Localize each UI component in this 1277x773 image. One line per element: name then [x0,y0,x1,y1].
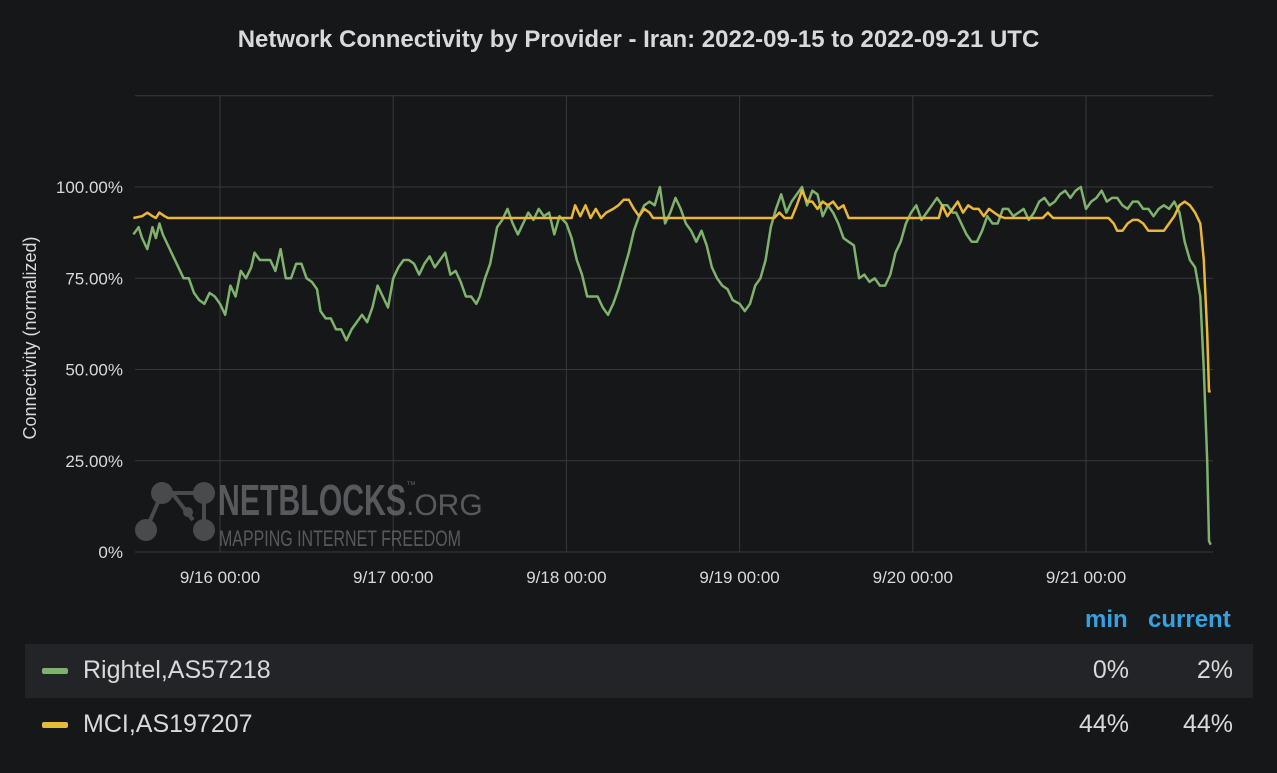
series-lines [132,185,1212,546]
y-tick-label: 25.00% [65,452,123,471]
x-tick-label: 9/19 00:00 [699,568,779,587]
legend-min-value: 44% [1078,710,1129,738]
netblocks-logo-icon [135,482,215,541]
legend-current-value: 2% [1196,656,1233,684]
chart-plot: 0%25.00%50.00%75.00%100.00% 9/16 00:00 9/… [20,95,1213,587]
watermark-brand-suffix: .ORG [406,489,483,522]
watermark-trademark: ™ [406,480,416,491]
legend-current-value: 44% [1182,710,1233,738]
legend-row-mci[interactable]: MCI,AS197207 44% 44% [25,698,1253,752]
legend-series-name[interactable]: Rightel,AS57218 [83,656,271,684]
legend-row-rightel[interactable]: Rightel,AS57218 0% 2% [25,644,1253,698]
x-tick-label: 9/17 00:00 [353,568,433,587]
netblocks-watermark: NETBLOCKS .ORG ™ MAPPING INTERNET FREEDO… [135,476,483,551]
legend-header-current[interactable]: current [1148,606,1231,633]
chart-title: Network Connectivity by Provider - Iran:… [237,26,1040,53]
x-tick-label: 9/18 00:00 [526,568,606,587]
series-line-mci [133,189,1211,393]
legend-header-min[interactable]: min [1085,606,1128,633]
watermark-brand: NETBLOCKS [218,476,406,525]
y-tick-label: 50.00% [65,361,123,380]
y-axis-ticks: 0% 25.00% 50.00% 75.00% 100.00% [56,178,123,562]
legend-swatch-rightel [42,668,68,674]
legend-series-name[interactable]: MCI,AS197207 [83,710,253,738]
y-tick-label: 0% [98,543,123,562]
legend-min-value: 0% [1092,656,1129,684]
x-tick-label: 9/20 00:00 [873,568,953,587]
grid-lines [135,95,1213,553]
series-line-rightel [132,185,1212,546]
legend-swatch-mci [42,722,68,728]
y-tick-label: 100.00% [56,178,123,197]
x-axis-ticks: 9/16 00:00 9/17 00:00 9/18 00:00 9/19 00:00… [180,568,1126,587]
y-tick-label: 75.00% [65,269,123,288]
y-axis-label: Connectivity (normalized) [20,236,40,439]
x-tick-label: 9/21 00:00 [1046,568,1126,587]
x-tick-label: 9/16 00:00 [180,568,260,587]
watermark-tagline: MAPPING INTERNET FREEDOM [219,526,461,551]
